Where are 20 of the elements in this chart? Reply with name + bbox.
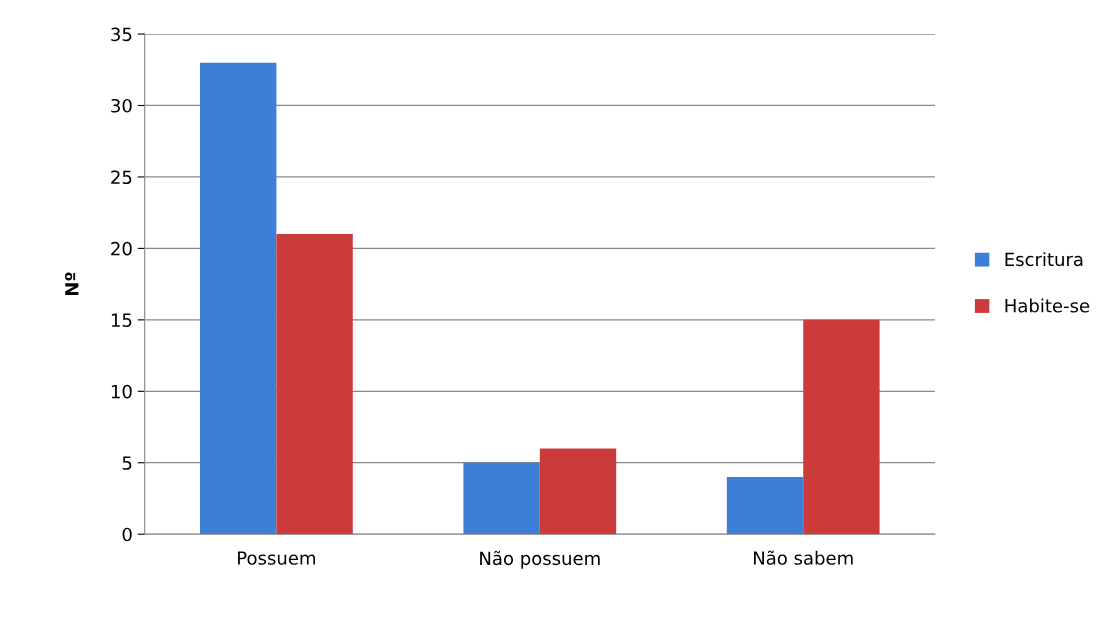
x-tick-label: Possuem xyxy=(238,551,315,565)
bar xyxy=(276,234,353,535)
x-tick-label: Não sabem xyxy=(753,550,853,565)
y-axis-title: Nº xyxy=(64,272,79,296)
x-tick-label: Não possuem xyxy=(480,550,600,569)
y-tick-label: 5 xyxy=(122,456,132,470)
bar xyxy=(463,462,540,535)
bar xyxy=(803,319,880,535)
y-tick-label: 0 xyxy=(122,527,132,542)
bar xyxy=(726,477,804,535)
y-tick-label: 25 xyxy=(111,170,132,185)
bar xyxy=(200,62,277,535)
legend-label: Habite-se xyxy=(1005,298,1090,313)
y-tick-label: 35 xyxy=(111,27,132,42)
y-tick-label: 20 xyxy=(111,241,132,256)
y-tick-label: 30 xyxy=(111,98,132,113)
y-tick-label: 15 xyxy=(111,313,132,327)
bar xyxy=(539,448,617,535)
legend-label: Escritura xyxy=(1005,252,1083,267)
y-tick-label: 10 xyxy=(111,384,132,399)
